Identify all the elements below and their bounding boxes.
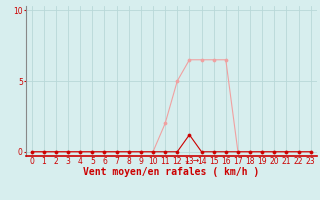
X-axis label: Vent moyen/en rafales ( km/h ): Vent moyen/en rafales ( km/h ) xyxy=(83,167,259,177)
Text: ↓ →: ↓ → xyxy=(184,156,199,165)
